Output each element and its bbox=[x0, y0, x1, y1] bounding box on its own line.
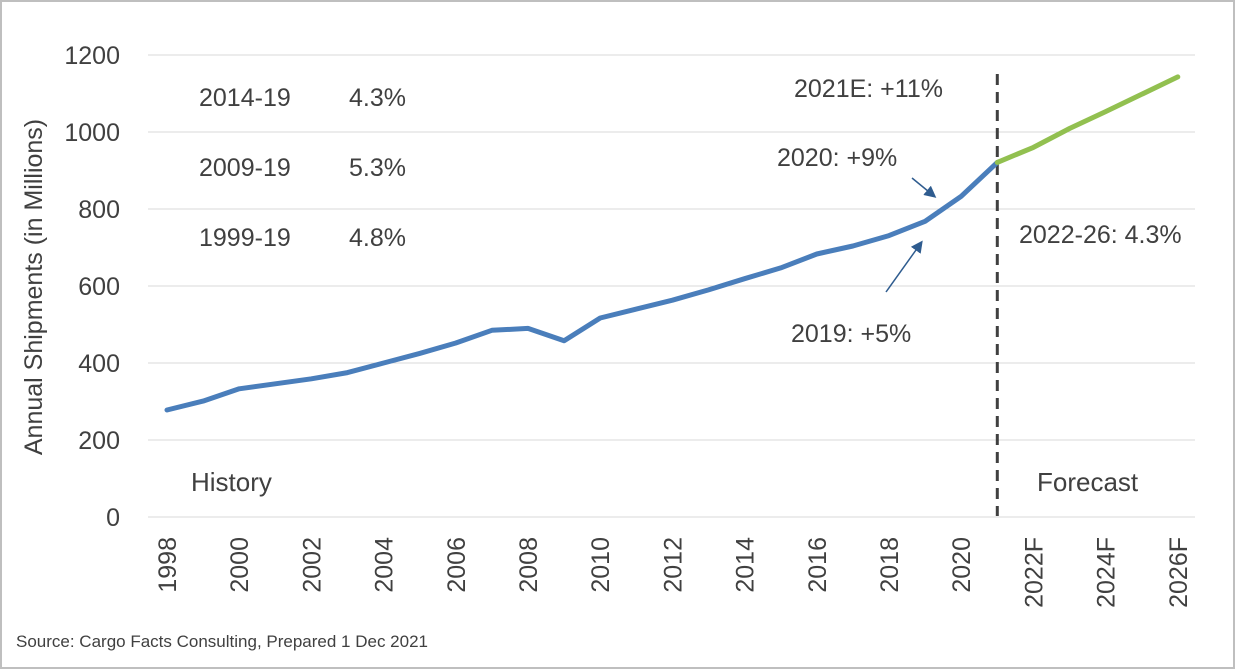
x-tick-label: 2012 bbox=[659, 537, 687, 593]
x-tick-label: 1998 bbox=[154, 537, 182, 593]
cagr-value-2: 5.3% bbox=[349, 154, 406, 182]
y-tick-label: 600 bbox=[78, 273, 120, 301]
x-axis: 1998 2000 2002 2004 2006 2008 2010 2012 2014 2016… bbox=[148, 516, 1195, 608]
x-tick-label: 2022F bbox=[1020, 537, 1048, 608]
history-series-line bbox=[164, 159, 1000, 413]
gridlines bbox=[148, 54, 1195, 441]
cagr-value-1: 4.3% bbox=[349, 84, 406, 112]
cagr-period-2: 2009-19 bbox=[199, 154, 291, 182]
annotation-2019: 2019: +5% bbox=[791, 320, 911, 348]
x-tick-label: 2008 bbox=[515, 537, 543, 593]
cagr-value-3: 4.8% bbox=[349, 224, 406, 252]
y-tick-label: 200 bbox=[78, 427, 120, 455]
cagr-period-3: 1999-19 bbox=[199, 224, 291, 252]
y-axis-label: Annual Shipments (in Millions) bbox=[20, 119, 48, 455]
y-tick-label: 1200 bbox=[64, 42, 120, 70]
x-tick-label: 2020 bbox=[948, 537, 976, 593]
x-tick-label: 2018 bbox=[876, 537, 904, 593]
x-tick-label: 2016 bbox=[804, 537, 832, 593]
label-forecast: Forecast bbox=[1037, 467, 1139, 497]
y-tick-label: 1000 bbox=[64, 119, 120, 147]
annotation-2020: 2020: +9% bbox=[777, 144, 897, 172]
label-history: History bbox=[191, 467, 272, 497]
annotation-forecast-cagr: 2022-26: 4.3% bbox=[1019, 221, 1182, 249]
y-axis: 0 200 400 600 800 1000 1200 bbox=[64, 42, 120, 532]
arrow-2020 bbox=[911, 177, 937, 198]
y-tick-label: 400 bbox=[78, 350, 120, 378]
x-tick-label: 2026F bbox=[1165, 537, 1193, 608]
x-tick-label: 2002 bbox=[298, 537, 326, 593]
y-tick-label: 800 bbox=[78, 196, 120, 224]
y-tick-label: 0 bbox=[106, 504, 120, 532]
source-note: Source: Cargo Facts Consulting, Prepared… bbox=[16, 632, 429, 651]
series-group bbox=[164, 74, 1181, 413]
x-tick-label: 2000 bbox=[226, 537, 254, 593]
x-tick-label: 2010 bbox=[587, 537, 615, 593]
x-tick-label: 2024F bbox=[1093, 537, 1121, 608]
x-tick-label: 2004 bbox=[371, 537, 399, 593]
forecast-series-line bbox=[994, 74, 1181, 165]
arrow-2019 bbox=[885, 240, 923, 293]
cagr-period-1: 2014-19 bbox=[199, 84, 291, 112]
x-tick-label: 2014 bbox=[732, 537, 760, 593]
annotation-2021e: 2021E: +11% bbox=[794, 75, 943, 103]
cagr-table: 2014-19 4.3% 2009-19 5.3% 1999-19 4.8% bbox=[199, 84, 406, 252]
x-tick-label: 2006 bbox=[443, 537, 471, 593]
